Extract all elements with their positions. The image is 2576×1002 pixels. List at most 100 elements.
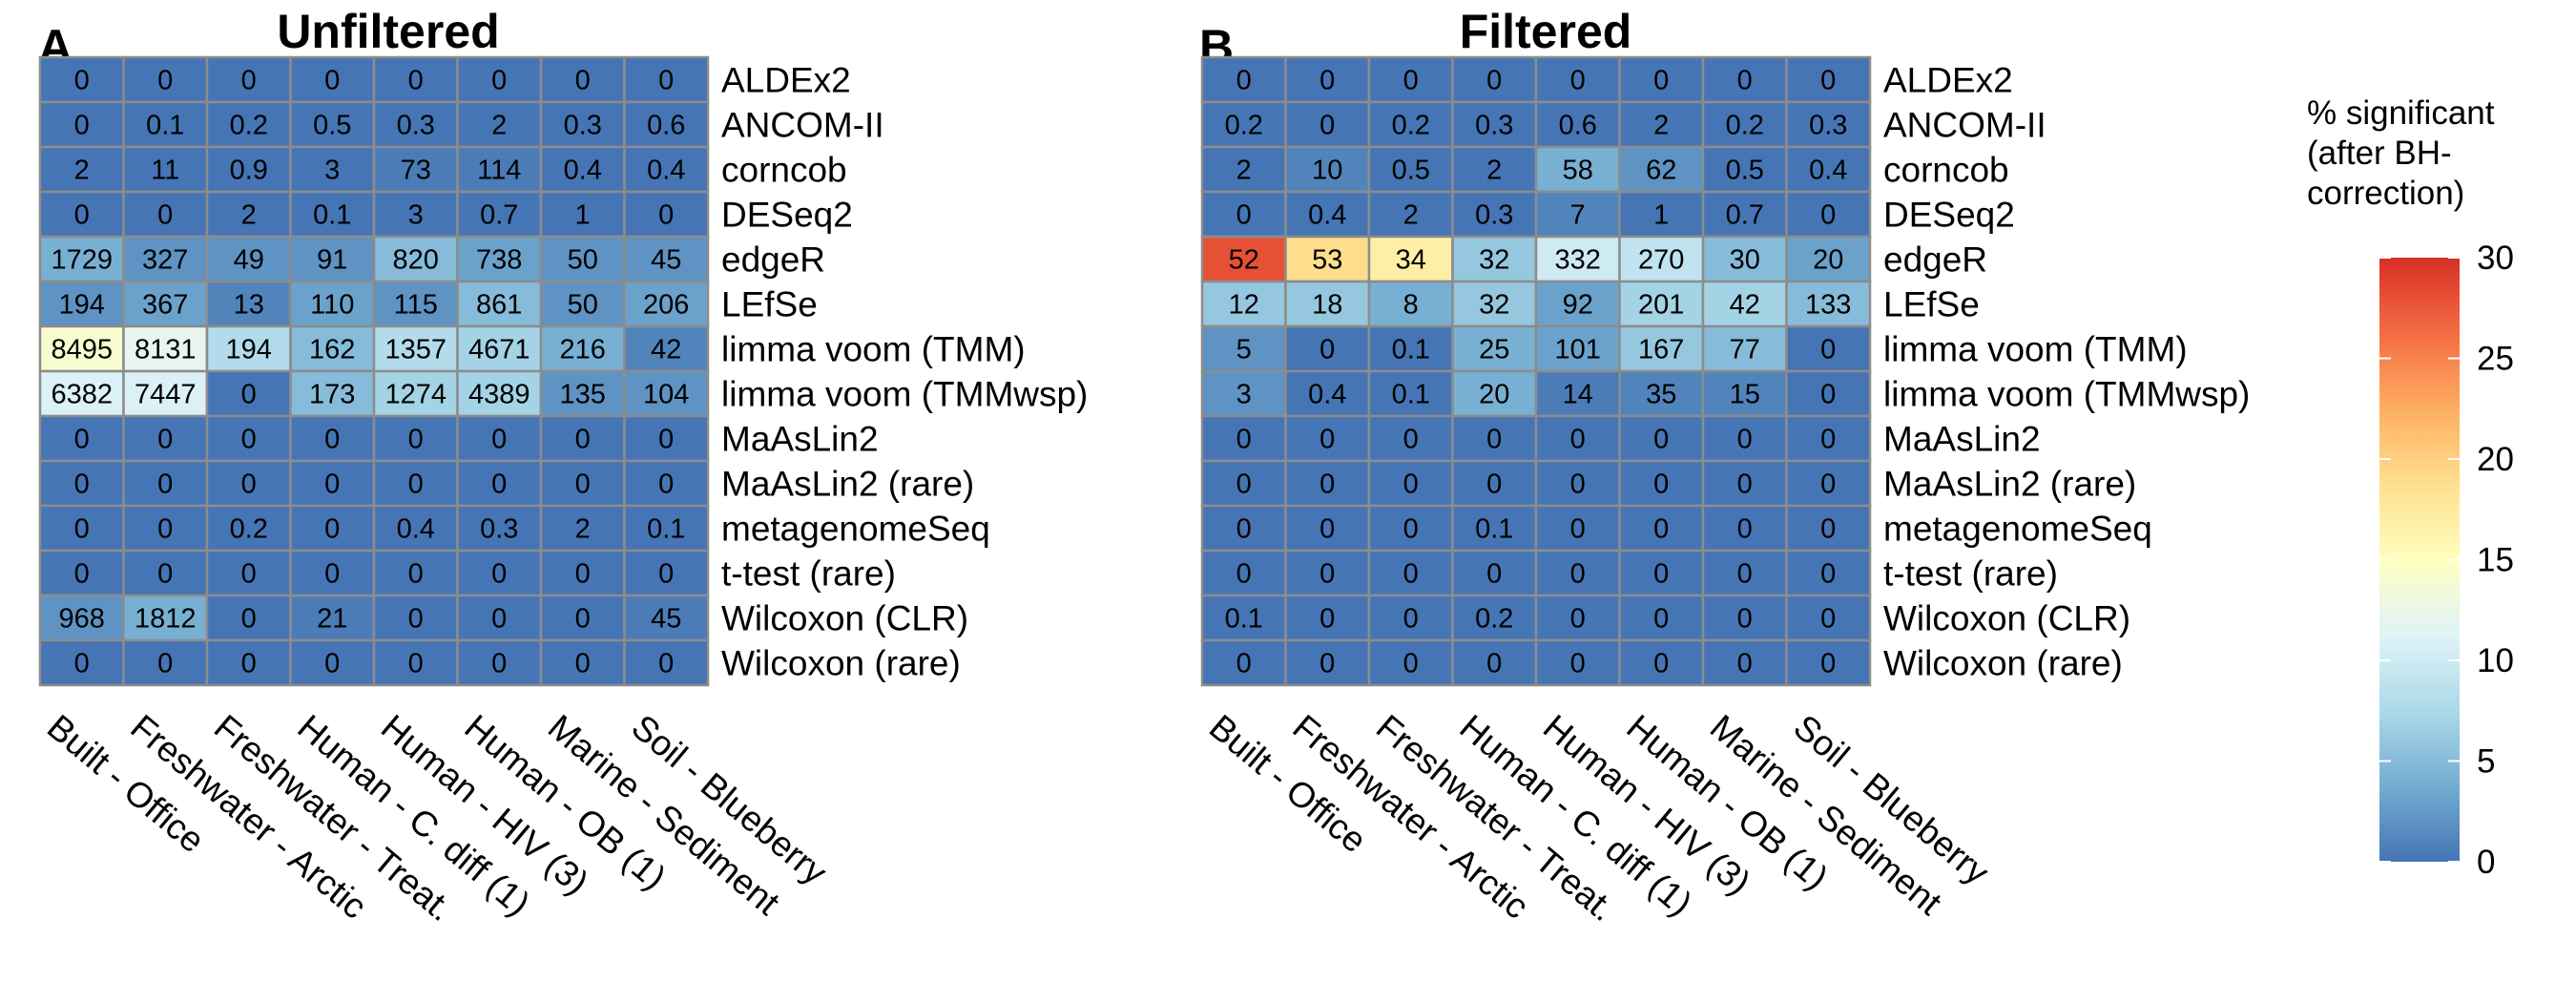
heatmap-cell — [205, 280, 292, 328]
heatmap-cell — [38, 280, 125, 328]
legend-tick-label: 20 — [2477, 441, 2514, 478]
cell-value-label: 101 — [1555, 335, 1601, 365]
cell-value-label: 201 — [1638, 290, 1684, 321]
cell-value-label: 0.3 — [480, 514, 518, 545]
cell-value-label: 0 — [408, 470, 424, 500]
cell-value-label: 8 — [1403, 290, 1419, 321]
cell-value-label: 0 — [1820, 425, 1836, 455]
panel-b-title: Filtered — [1460, 5, 1632, 58]
panel-a-heatmap: 0 0 0 0 0 0 0 0 ALDEx2 0 0.1 0.2 0.5 0.3 2 0.3 0.6 ANCOM-… — [38, 55, 1088, 929]
cell-value-label: 2 — [1236, 156, 1252, 186]
cell-value-label: 0 — [74, 470, 90, 500]
heatmap-cell — [623, 324, 710, 373]
cell-value-label: 115 — [394, 290, 438, 321]
legend-tick-label: 5 — [2477, 743, 2495, 781]
cell-value-label: 0 — [1653, 66, 1669, 96]
cell-value-label: 0 — [157, 425, 173, 455]
heatmap-cell — [1200, 414, 1287, 463]
row-label: corncob — [1883, 151, 2009, 190]
cell-value-label: 49 — [234, 245, 264, 276]
cell-value-label: 194 — [226, 335, 272, 365]
cell-value-label: 0 — [575, 66, 591, 96]
cell-value-label: 0.2 — [1225, 111, 1263, 141]
heatmap-cell — [1367, 594, 1454, 642]
legend-tick-label: 10 — [2477, 642, 2514, 679]
heatmap-cell — [1534, 190, 1621, 239]
cell-value-label: 0 — [324, 559, 340, 590]
cell-value-label: 0 — [1820, 514, 1836, 545]
row-label: metagenomeSeq — [1883, 510, 2152, 549]
cell-value-label: 0.2 — [230, 111, 268, 141]
row-label: t-test (rare) — [721, 554, 896, 594]
cell-value-label: 0 — [1319, 425, 1335, 455]
heatmap-cell — [1785, 369, 1872, 418]
heatmap-cell — [1701, 459, 1788, 508]
cell-value-label: 0 — [157, 559, 173, 590]
cell-value-label: 0 — [241, 559, 257, 590]
heatmap-cell — [1367, 190, 1454, 239]
heatmap-cell — [539, 504, 626, 553]
heatmap-cell — [539, 369, 626, 418]
heatmap-cell — [623, 414, 710, 463]
heatmap-cell — [1284, 638, 1371, 687]
heatmap-cell — [1785, 638, 1872, 687]
cell-value-label: 0 — [1403, 604, 1419, 635]
heatmap-cell — [623, 638, 710, 687]
cell-value-label: 91 — [317, 245, 347, 276]
row-label: t-test (rare) — [1883, 554, 2058, 594]
cell-value-label: 0 — [1403, 470, 1419, 500]
heatmap-cell — [1284, 235, 1371, 283]
cell-value-label: 0 — [1653, 470, 1669, 500]
cell-value-label: 0 — [74, 514, 90, 545]
cell-value-label: 0.1 — [1392, 335, 1430, 365]
heatmap-cell — [1701, 55, 1788, 104]
heatmap-cell — [623, 145, 710, 194]
cell-value-label: 73 — [401, 156, 431, 186]
heatmap-cell — [1785, 100, 1872, 149]
heatmap-cell — [1367, 638, 1454, 687]
cell-value-label: 861 — [476, 290, 522, 321]
heatmap-cell — [372, 504, 459, 553]
cell-value-label: 0 — [241, 380, 257, 410]
heatmap-cell — [1451, 190, 1538, 239]
cell-value-label: 53 — [1312, 245, 1342, 276]
row-label: DESeq2 — [721, 196, 853, 235]
heatmap-cell — [1451, 235, 1538, 283]
heatmap-cell — [623, 459, 710, 508]
heatmap-cell — [1534, 235, 1621, 283]
cell-value-label: 30 — [1730, 245, 1760, 276]
row-label: limma voom (TMM) — [721, 330, 1026, 369]
cell-value-label: 0.5 — [313, 111, 351, 141]
cell-value-label: 0 — [658, 425, 674, 455]
cell-value-label: 4671 — [468, 335, 530, 365]
heatmap-cell — [623, 55, 710, 104]
heatmap-cell — [623, 549, 710, 597]
heatmap-cell — [1701, 145, 1788, 194]
row-label: Wilcoxon (rare) — [721, 644, 961, 683]
heatmap-cell — [1785, 235, 1872, 283]
cell-value-label: 2 — [241, 200, 257, 231]
heatmap-cell — [1534, 100, 1621, 149]
heatmap-cell — [38, 55, 125, 104]
row-label: LEfSe — [721, 285, 818, 324]
heatmap-cell — [289, 459, 376, 508]
cell-value-label: 0 — [1653, 559, 1669, 590]
cell-value-label: 0 — [1403, 649, 1419, 679]
cell-value-label: 62 — [1646, 156, 1676, 186]
cell-value-label: 7 — [1570, 200, 1586, 231]
heatmap-cell — [1451, 414, 1538, 463]
cell-value-label: 1812 — [135, 604, 197, 635]
cell-value-label: 0.2 — [230, 514, 268, 545]
cell-value-label: 0 — [241, 470, 257, 500]
cell-value-label: 0 — [74, 649, 90, 679]
cell-value-label: 7447 — [135, 380, 197, 410]
heatmap-cell — [1701, 638, 1788, 687]
legend-color-bar — [2379, 258, 2460, 862]
cell-value-label: 0.2 — [1475, 604, 1513, 635]
cell-value-label: 0 — [1570, 559, 1586, 590]
row-label: metagenomeSeq — [721, 510, 990, 549]
row-label: Wilcoxon (CLR) — [1883, 599, 2130, 638]
heatmap-cell — [1785, 55, 1872, 104]
cell-value-label: 0 — [1236, 470, 1252, 500]
heatmap-cell — [456, 100, 543, 149]
